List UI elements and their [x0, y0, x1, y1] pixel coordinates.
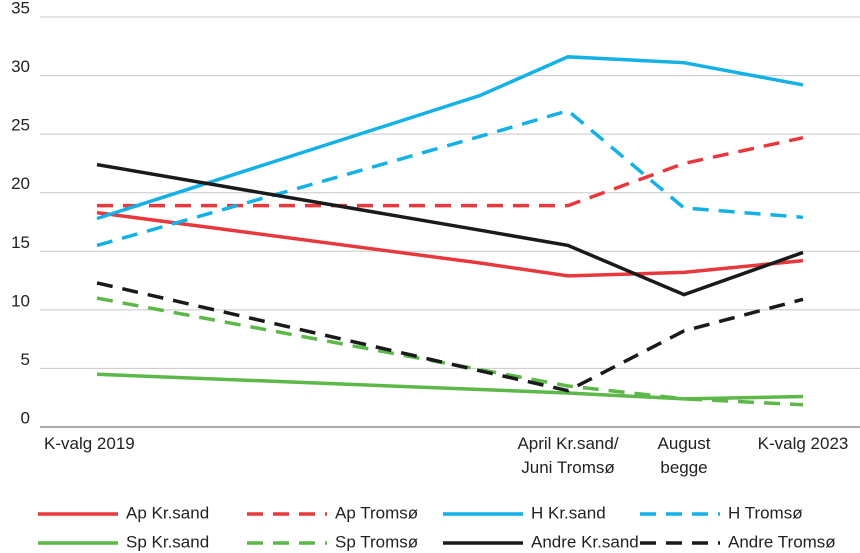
x-tick-label: K-valg 2019: [44, 434, 135, 453]
legend-label: Andre Kr.sand: [531, 532, 639, 551]
series-line: [96, 162, 804, 297]
legend-label: Ap Kr.sand: [126, 503, 209, 522]
y-tick-label: 30: [11, 57, 30, 76]
legend-label: H Tromsø: [728, 503, 803, 522]
series-line: [96, 108, 804, 248]
y-tick-label: 25: [11, 116, 30, 135]
legend-label: Andre Tromsø: [728, 532, 836, 551]
y-tick-label: 0: [21, 408, 30, 427]
series-line: [96, 296, 804, 407]
y-tick-label: 10: [11, 291, 30, 310]
series-line: [96, 281, 804, 393]
series-line: [97, 135, 804, 208]
x-tick-label: K-valg 2023: [757, 434, 849, 453]
legend-label: H Kr.sand: [531, 503, 606, 522]
y-tick-label: 5: [21, 350, 30, 369]
legend-label: Sp Kr.sand: [126, 532, 209, 551]
y-tick-label: 35: [11, 0, 30, 17]
legend-label: Ap Tromsø: [335, 503, 418, 522]
x-tick-label: April Kr.sand/ Juni Tromsø: [517, 434, 619, 477]
y-tick-label: 15: [11, 233, 30, 252]
y-tick-label: 20: [11, 174, 30, 193]
series-line: [96, 210, 804, 278]
series-line: [96, 372, 804, 401]
x-tick-label: August begge: [657, 434, 711, 477]
series-line: [96, 55, 804, 221]
legend-label: Sp Tromsø: [335, 532, 418, 551]
